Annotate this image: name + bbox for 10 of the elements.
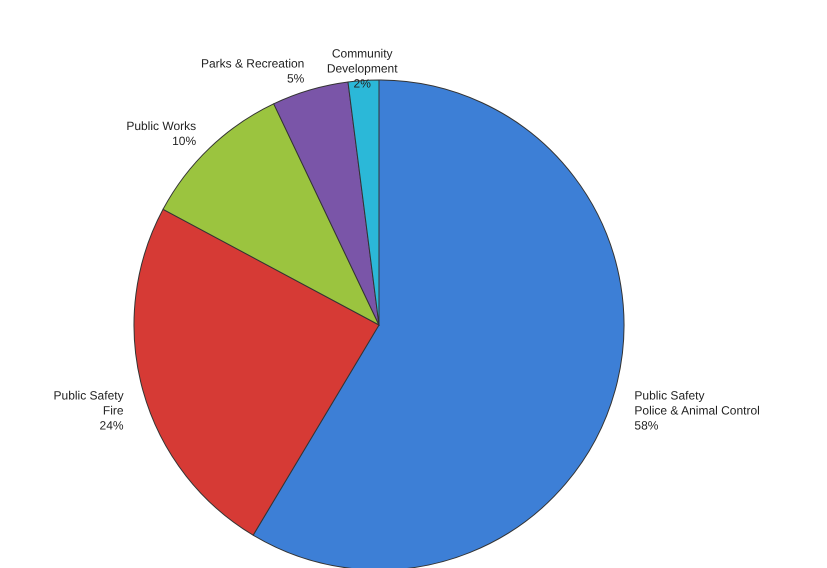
data-label: 24% [100,418,124,433]
slice-label: Public Safety Police & Animal Control [634,388,760,418]
data-label: 2% [354,76,372,91]
slice-label: Parks & Recreation [200,56,304,71]
slice-label: Public Safety Fire [54,388,124,418]
data-label: 58% [634,418,659,433]
slice-label: Community Development [326,46,398,76]
data-label: 5% [286,72,305,86]
data-label: 10% [172,134,196,148]
slice-label: Public Works [126,119,196,134]
